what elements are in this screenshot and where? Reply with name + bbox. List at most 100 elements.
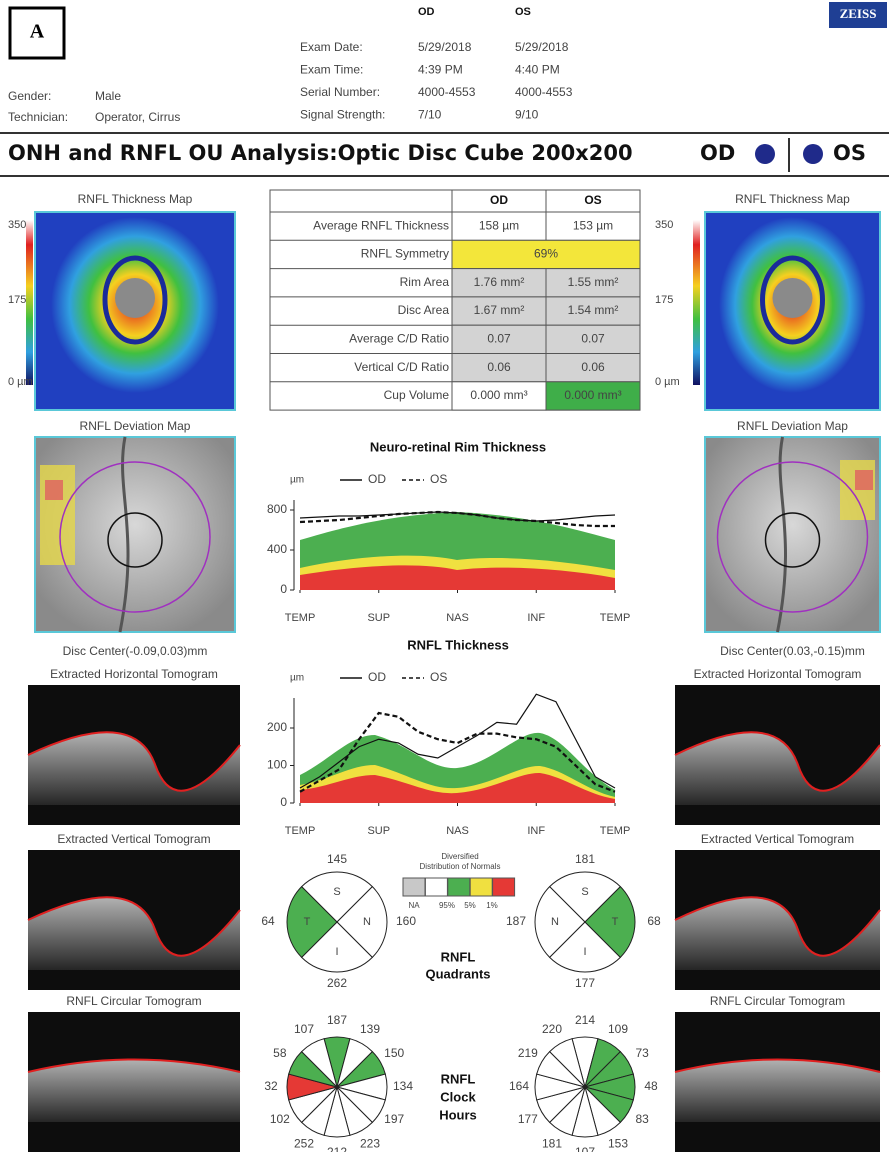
field-value: 4000-4553 xyxy=(418,85,476,99)
quadrant-letter: I xyxy=(335,946,338,958)
field-value: 9/10 xyxy=(515,108,539,122)
table-value: 153 µm xyxy=(573,218,613,232)
quadrant-value: 187 xyxy=(506,914,526,928)
disc-center: Disc Center(-0.09,0.03)mm xyxy=(63,644,208,658)
legend-swatch xyxy=(470,878,492,896)
x-tick-label: NAS xyxy=(446,612,469,624)
legend-label: OD xyxy=(368,472,386,486)
field-value: 5/29/2018 xyxy=(418,40,472,54)
report-title: ONH and RNFL OU Analysis:Optic Disc Cube… xyxy=(8,141,633,165)
field-label: Technician: xyxy=(8,110,68,124)
clock-value: 139 xyxy=(360,1022,380,1036)
field-label: Serial Number: xyxy=(300,85,380,99)
legend-title: Diversified xyxy=(441,852,478,861)
clock-value: 197 xyxy=(384,1112,404,1126)
tomogram-title: Extracted Horizontal Tomogram xyxy=(694,667,862,681)
eye-dot xyxy=(803,144,823,164)
scale-label: 175 xyxy=(655,294,673,306)
clock-value: 107 xyxy=(294,1022,314,1036)
clock-value: 109 xyxy=(608,1022,628,1036)
legend-label: OD xyxy=(368,670,386,684)
table-value: 69% xyxy=(534,247,558,261)
table-label: Disc Area xyxy=(398,303,450,317)
col-header: OS xyxy=(515,6,531,18)
legend-swatch xyxy=(425,878,447,896)
x-tick-label: INF xyxy=(527,612,545,624)
brand: ZEISS xyxy=(840,6,877,21)
scale-label: 350 xyxy=(655,219,673,231)
y-tick-label: 100 xyxy=(267,758,287,772)
field-label: Exam Time: xyxy=(300,63,363,77)
y-tick-label: 200 xyxy=(267,720,287,734)
legend-swatch xyxy=(448,878,470,896)
x-tick-label: SUP xyxy=(367,612,390,624)
legend-label: 1% xyxy=(486,901,498,910)
table-value: 1.54 mm² xyxy=(568,303,619,317)
clock-value: 214 xyxy=(575,1013,595,1027)
retina-layer xyxy=(28,1060,240,1123)
deviation-patch xyxy=(855,470,873,490)
quadrant-value: 68 xyxy=(647,914,661,928)
chart-title: Neuro-retinal Rim Thickness xyxy=(370,439,546,454)
map-title: RNFL Thickness Map xyxy=(735,192,850,206)
clock-value: 32 xyxy=(264,1079,278,1093)
legend-label: 95% xyxy=(439,901,455,910)
retina-layer xyxy=(675,1060,880,1123)
table-value: 158 µm xyxy=(479,218,519,232)
legend-label: NA xyxy=(408,901,420,910)
tomogram-title: Extracted Vertical Tomogram xyxy=(701,832,854,846)
clock-value: 48 xyxy=(644,1079,658,1093)
clock-value: 177 xyxy=(518,1112,538,1126)
clock-value: 252 xyxy=(294,1136,314,1150)
section-title: Hours xyxy=(439,1107,477,1122)
table-label: Average C/D Ratio xyxy=(349,332,449,346)
x-tick-label: INF xyxy=(527,825,545,837)
section-title: RNFL xyxy=(441,949,476,964)
clock-value: 219 xyxy=(518,1046,538,1060)
color-scale xyxy=(26,220,33,385)
clock-value: 102 xyxy=(270,1112,290,1126)
x-tick-label: SUP xyxy=(367,825,390,837)
field-value: Male xyxy=(95,89,121,103)
x-tick-label: TEMP xyxy=(285,612,316,624)
chart-title: RNFL Thickness xyxy=(407,637,509,652)
table-value: 1.76 mm² xyxy=(474,275,525,289)
field-value: 4:40 PM xyxy=(515,63,560,77)
clock-value: 134 xyxy=(393,1079,413,1093)
eye-label: OD xyxy=(700,141,735,165)
quadrant-value: 145 xyxy=(327,852,347,866)
map-title: RNFL Thickness Map xyxy=(78,192,193,206)
scale-label: 175 xyxy=(8,294,26,306)
table-value: 0.06 xyxy=(581,360,605,374)
scale-label: 0 µm xyxy=(8,376,33,388)
table-label: Average RNFL Thickness xyxy=(313,218,449,232)
legend-swatch xyxy=(403,878,425,896)
table-value: 0.06 xyxy=(487,360,511,374)
x-tick-label: TEMP xyxy=(600,825,631,837)
table-header: OS xyxy=(584,193,601,207)
table-label: Vertical C/D Ratio xyxy=(354,360,449,374)
quadrant-letter: T xyxy=(612,916,619,928)
field-label: Signal Strength: xyxy=(300,108,385,122)
quadrant-value: 64 xyxy=(261,914,275,928)
x-tick-label: TEMP xyxy=(600,612,631,624)
optic-disc xyxy=(773,278,813,318)
legend-title: Distribution of Normals xyxy=(420,862,501,871)
x-tick-label: NAS xyxy=(446,825,469,837)
section-title: RNFL xyxy=(441,1071,476,1086)
y-axis-label: µm xyxy=(290,673,304,684)
clock-value: 220 xyxy=(542,1022,562,1036)
quadrant-value: 262 xyxy=(327,976,347,990)
clock-value: 164 xyxy=(509,1079,529,1093)
optic-disc xyxy=(115,278,155,318)
tomogram-title: RNFL Circular Tomogram xyxy=(66,994,201,1008)
quadrant-letter: I xyxy=(583,946,586,958)
deviation-patch xyxy=(45,480,63,500)
table-label: Cup Volume xyxy=(384,388,450,402)
tomogram-title: RNFL Circular Tomogram xyxy=(710,994,845,1008)
disc-center: Disc Center(0.03,-0.15)mm xyxy=(720,644,865,658)
quadrant-letter: T xyxy=(304,916,311,928)
section-title: Clock xyxy=(440,1089,476,1104)
eye-label: OS xyxy=(833,141,866,165)
clock-value: 181 xyxy=(542,1136,562,1150)
